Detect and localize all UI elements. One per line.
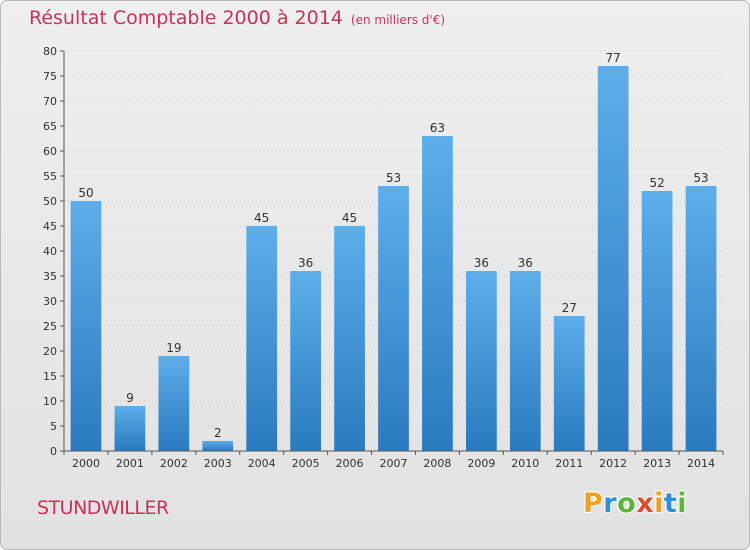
bar-2004 bbox=[246, 226, 278, 451]
logo-letter: r bbox=[603, 488, 618, 519]
bar-2011 bbox=[553, 316, 585, 451]
logo-letter: i bbox=[677, 488, 688, 519]
bar-2001 bbox=[114, 406, 146, 451]
bar-2014 bbox=[685, 186, 717, 451]
bar-2000 bbox=[70, 201, 102, 451]
y-tick-label: 60 bbox=[43, 145, 57, 158]
y-tick-label: 45 bbox=[43, 220, 57, 233]
bar-2008 bbox=[422, 136, 453, 451]
bar-2007 bbox=[378, 186, 409, 451]
bar-value-label: 9 bbox=[126, 391, 134, 405]
chart-subtitle: (en milliers d'€) bbox=[350, 13, 446, 27]
x-tick-label: 2005 bbox=[292, 457, 320, 470]
bar-value-label: 45 bbox=[254, 211, 269, 225]
y-tick-label: 35 bbox=[43, 270, 57, 283]
y-tick-label: 40 bbox=[43, 245, 57, 258]
y-tick-label: 55 bbox=[43, 170, 57, 183]
bar-2006 bbox=[334, 226, 365, 451]
bar-2012 bbox=[597, 66, 629, 451]
bar-value-label: 53 bbox=[693, 171, 708, 185]
bar-2009 bbox=[465, 271, 497, 451]
y-tick-label: 80 bbox=[43, 45, 57, 58]
y-tick-label: 25 bbox=[43, 320, 57, 333]
bar-value-label: 27 bbox=[562, 301, 577, 315]
logo-letter: P bbox=[583, 488, 604, 519]
x-tick-label: 2011 bbox=[555, 457, 583, 470]
y-tick-label: 30 bbox=[43, 295, 57, 308]
logo-letter: x bbox=[636, 488, 655, 519]
x-tick-label: 2002 bbox=[160, 457, 188, 470]
y-tick-label: 10 bbox=[43, 395, 57, 408]
x-tick-label: 2003 bbox=[204, 457, 232, 470]
x-tick-label: 2014 bbox=[687, 457, 715, 470]
proxiti-logo: Proxiti bbox=[583, 488, 687, 519]
bar-value-label: 52 bbox=[649, 176, 664, 190]
y-tick-label: 75 bbox=[43, 70, 57, 83]
bar-value-label: 36 bbox=[518, 256, 533, 270]
x-tick-label: 2006 bbox=[336, 457, 364, 470]
bar-value-label: 63 bbox=[430, 121, 445, 135]
bar-value-label: 50 bbox=[78, 186, 93, 200]
x-tick-label: 2013 bbox=[643, 457, 671, 470]
x-tick-label: 2000 bbox=[72, 457, 100, 470]
x-tick-label: 2004 bbox=[248, 457, 276, 470]
bar-value-label: 2 bbox=[214, 426, 222, 440]
x-tick-label: 2012 bbox=[599, 457, 627, 470]
bar-value-label: 36 bbox=[474, 256, 489, 270]
chart-title-text: Résultat Comptable 2000 à 2014 bbox=[29, 7, 343, 29]
y-tick-label: 70 bbox=[43, 95, 57, 108]
logo-letter: t bbox=[663, 488, 678, 519]
y-tick-label: 0 bbox=[50, 445, 57, 458]
bar-2013 bbox=[641, 191, 673, 451]
logo-letter: o bbox=[617, 488, 637, 519]
x-tick-label: 2010 bbox=[511, 457, 539, 470]
y-axis: 0 5 10 15 20 25 30 35 40 45 50 55 60 65 70 75 80 bbox=[43, 45, 65, 458]
bar-value-label: 36 bbox=[298, 256, 313, 270]
bar-value-label: 53 bbox=[386, 171, 401, 185]
chart-title: Résultat Comptable 2000 à 2014 (en millie… bbox=[29, 7, 445, 29]
x-tick-label: 2008 bbox=[423, 457, 451, 470]
y-tick-label: 5 bbox=[50, 420, 57, 433]
y-tick-label: 15 bbox=[43, 370, 57, 383]
y-tick-label: 50 bbox=[43, 195, 57, 208]
x-tick-label: 2007 bbox=[380, 457, 408, 470]
y-tick-label: 20 bbox=[43, 345, 57, 358]
bar-2005 bbox=[290, 271, 322, 451]
x-tick-label: 2001 bbox=[116, 457, 144, 470]
bar-2002 bbox=[158, 356, 190, 451]
x-axis: 2000 2001 2002 2003 2004 2005 2006 2007 2008 2009… bbox=[63, 450, 724, 470]
bar-value-label: 45 bbox=[342, 211, 357, 225]
bar-value-label: 77 bbox=[606, 51, 621, 65]
town-name: STUNDWILLER bbox=[37, 497, 169, 519]
bars: 50 9 19 2 45 36 45 53 63 36 36 27 77 52 53 bbox=[70, 51, 717, 451]
logo-letter: i bbox=[654, 488, 664, 519]
bar-value-label: 19 bbox=[166, 341, 181, 355]
y-tick-label: 65 bbox=[43, 120, 57, 133]
bar-2003 bbox=[202, 441, 234, 451]
x-tick-label: 2009 bbox=[467, 457, 495, 470]
bar-2010 bbox=[509, 271, 541, 451]
